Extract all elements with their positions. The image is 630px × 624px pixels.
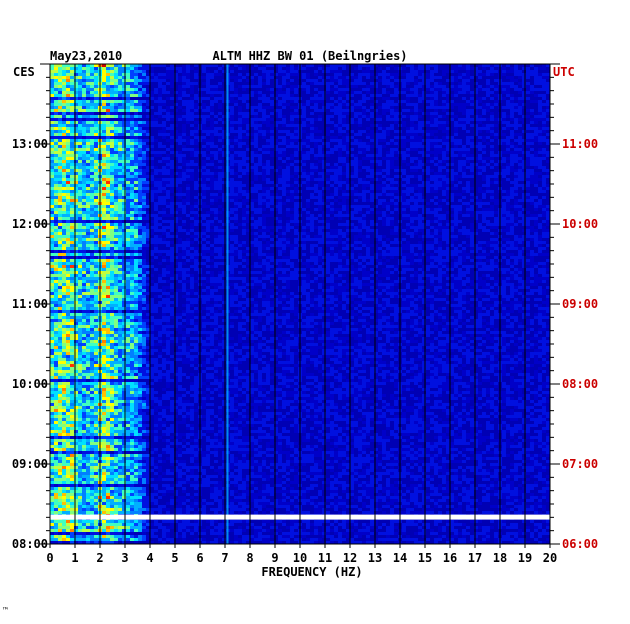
spectrogram-cells <box>50 64 146 541</box>
x-tick-label: 13 <box>368 551 382 565</box>
x-tick-label: 5 <box>171 551 178 565</box>
x-tick-label: 6 <box>196 551 203 565</box>
right-time-label: 09:00 <box>562 297 598 311</box>
x-tick-label: 11 <box>318 551 332 565</box>
x-axis-label: FREQUENCY (HZ) <box>261 565 362 579</box>
x-tick-label: 17 <box>468 551 482 565</box>
x-tick-label: 0 <box>46 551 53 565</box>
spectrogram-cells <box>50 64 138 541</box>
x-tick-label: 14 <box>393 551 407 565</box>
left-time-label: 11:00 <box>12 297 48 311</box>
right-time-label: 08:00 <box>562 377 598 391</box>
left-time-label: 13:00 <box>12 137 48 151</box>
spectrogram-cells <box>102 64 106 67</box>
x-tick-label: 12 <box>343 551 357 565</box>
x-tick-label: 4 <box>146 551 153 565</box>
x-tick-label: 3 <box>121 551 128 565</box>
persistent-line <box>226 64 229 544</box>
x-tick-label: 15 <box>418 551 432 565</box>
x-tick-label: 1 <box>71 551 78 565</box>
x-tick-label: 20 <box>543 551 557 565</box>
spectrogram-cells <box>50 73 114 541</box>
chart-date: May23,2010 <box>50 49 122 63</box>
x-tick-label: 19 <box>518 551 532 565</box>
left-timezone-label: CES <box>13 65 35 79</box>
frequency-grid <box>49 63 551 545</box>
left-time-label: 08:00 <box>12 537 48 551</box>
spectrogram-cells <box>50 64 142 541</box>
right-time-label: 07:00 <box>562 457 598 471</box>
spectrogram-cells <box>50 64 126 541</box>
x-tick-label: 8 <box>246 551 253 565</box>
corner-mark: ™ <box>3 606 8 615</box>
x-tick-label: 16 <box>443 551 457 565</box>
x-tick-label: 9 <box>271 551 278 565</box>
right-time-label: 10:00 <box>562 217 598 231</box>
x-tick-label: 18 <box>493 551 507 565</box>
x-tick-label: 10 <box>293 551 307 565</box>
right-time-label: 06:00 <box>562 537 598 551</box>
left-time-label: 12:00 <box>12 217 48 231</box>
right-timezone-label: UTC <box>553 65 575 79</box>
left-time-label: 09:00 <box>12 457 48 471</box>
x-tick-label: 7 <box>221 551 228 565</box>
spectrogram-cells <box>50 64 146 541</box>
chart-title: ALTM HHZ BW 01 (Beilngries) <box>212 49 407 63</box>
x-tick-label: 2 <box>96 551 103 565</box>
right-time-label: 11:00 <box>562 137 598 151</box>
left-time-label: 10:00 <box>12 377 48 391</box>
